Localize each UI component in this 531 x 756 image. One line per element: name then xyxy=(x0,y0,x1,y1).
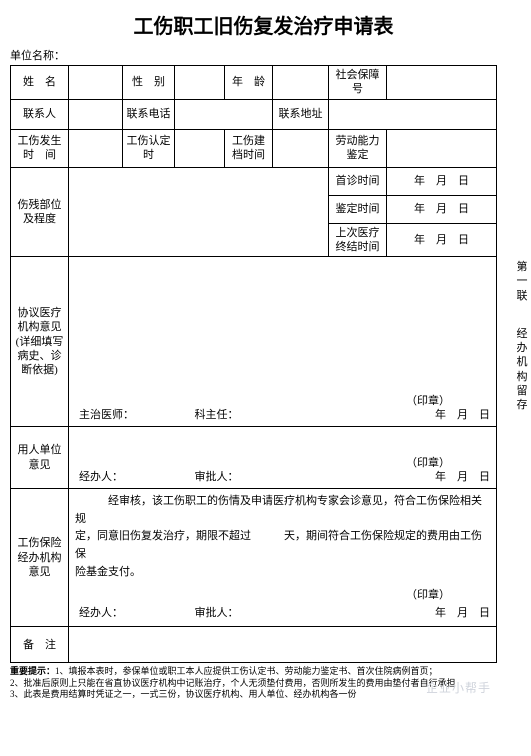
agency-body3: 险基金支付。 xyxy=(75,564,490,582)
label-addr: 联系地址 xyxy=(273,99,329,129)
label-name: 姓 名 xyxy=(11,66,69,100)
field-confirm-date[interactable] xyxy=(175,129,225,167)
field-gender[interactable] xyxy=(175,66,225,100)
field-injury-part[interactable] xyxy=(69,167,329,257)
sig-doctors: 主治医师： 科主任： xyxy=(75,408,239,422)
field-med-opinion[interactable]: （印章） 主治医师： 科主任： 年 月 日 xyxy=(69,257,497,427)
label-confirm-date: 工伤认定时 xyxy=(123,129,175,167)
side-label: 第一联 经办机构留存 xyxy=(515,260,529,413)
label-phone: 联系电话 xyxy=(123,99,175,129)
field-ssn[interactable] xyxy=(387,66,497,100)
label-file-date: 工伤建档时间 xyxy=(225,129,273,167)
seal-text-3: （印章） xyxy=(75,587,490,605)
date-agency: 年 月 日 xyxy=(435,605,490,623)
sig-employer: 经办人： 审批人： xyxy=(75,470,239,484)
label-ssn: 社会保障号 xyxy=(329,66,387,100)
label-injury-part: 伤残部位及程度 xyxy=(11,167,69,257)
label-employer: 用人单位意见 xyxy=(11,427,69,489)
label-assess-date: 鉴定时间 xyxy=(329,195,387,223)
label-contact: 联系人 xyxy=(11,99,69,129)
field-file-date[interactable] xyxy=(273,129,329,167)
seal-text: （印章） xyxy=(75,394,490,408)
date-employer: 年 月 日 xyxy=(435,470,490,484)
sig-agency: 经办人： 审批人： xyxy=(75,605,239,623)
label-ability: 劳动能力鉴定 xyxy=(329,129,387,167)
field-employer[interactable]: （印章） 经办人： 审批人： 年 月 日 xyxy=(69,427,497,489)
label-first-visit: 首诊时间 xyxy=(329,167,387,195)
side-b: 经办机构留存 xyxy=(515,327,529,413)
footer-l3: 3、此表是费用结算时凭证之一，一式三份，协议医疗机构、用人单位、经办机构各一份 xyxy=(10,689,357,699)
label-med-opinion: 协议医疗机构意见(详细填写病史、诊断依据) xyxy=(11,257,69,427)
seal-text-2: （印章） xyxy=(75,456,490,470)
field-first-visit[interactable]: 年 月 日 xyxy=(387,167,497,195)
agency-body2: 定，同意旧伤复发治疗，期限不超过 天，期间符合工伤保险规定的费用由工伤保 xyxy=(75,528,490,563)
field-phone[interactable] xyxy=(175,99,273,129)
field-contact[interactable] xyxy=(69,99,123,129)
field-remark[interactable] xyxy=(69,627,497,663)
label-remark: 备 注 xyxy=(11,627,69,663)
field-addr[interactable] xyxy=(329,99,497,129)
footer-l1: 1、填报本表时，参保单位或职工本人应提供工伤认定书、劳动能力鉴定书、首次住院病例… xyxy=(55,666,438,676)
form-title: 工伤职工旧伤复发治疗申请表 xyxy=(10,10,517,39)
side-a: 第一联 xyxy=(515,260,529,303)
field-assess-date[interactable]: 年 月 日 xyxy=(387,195,497,223)
watermark: 企业小帮手 xyxy=(426,679,491,696)
label-gender: 性 别 xyxy=(123,66,175,100)
label-injury-date: 工伤发生时 间 xyxy=(11,129,69,167)
label-last-end: 上次医疗终结时间 xyxy=(329,223,387,257)
field-age[interactable] xyxy=(273,66,329,100)
footer-l2: 2、批准后原则上只能在省直协议医疗机构中记账治疗，个人无须垫付费用，否则所发生的… xyxy=(10,678,456,688)
field-agency[interactable]: 经审核，该工伤职工的伤情及申请医疗机构专家会诊意见，符合工伤保险相关规 定，同意… xyxy=(69,489,497,627)
form-table: 姓 名 性 别 年 龄 社会保障号 联系人 联系电话 联系地址 工伤发生时 间 … xyxy=(10,65,497,663)
agency-body1: 经审核，该工伤职工的伤情及申请医疗机构专家会诊意见，符合工伤保险相关规 xyxy=(75,493,490,528)
field-last-end[interactable]: 年 月 日 xyxy=(387,223,497,257)
field-ability[interactable] xyxy=(387,129,497,167)
footer-head: 重要提示： xyxy=(10,666,55,676)
field-name[interactable] xyxy=(69,66,123,100)
field-injury-date[interactable] xyxy=(69,129,123,167)
date-med: 年 月 日 xyxy=(435,408,490,422)
org-label: 单位名称： xyxy=(10,47,517,63)
label-agency: 工伤保险经办机构意见 xyxy=(11,489,69,627)
label-age: 年 龄 xyxy=(225,66,273,100)
